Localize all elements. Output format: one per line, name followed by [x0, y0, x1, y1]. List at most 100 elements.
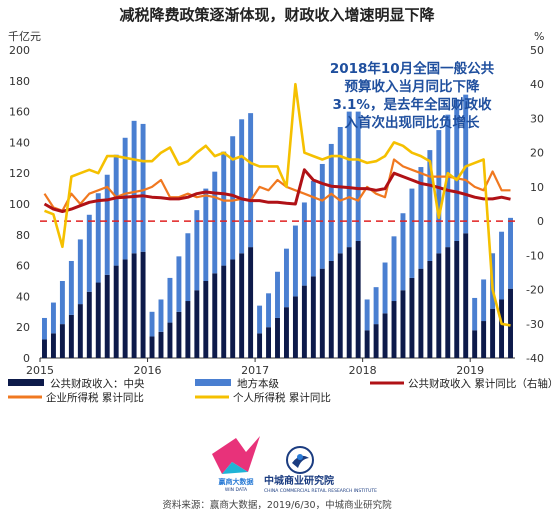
- left-axis-tick-label: 80: [16, 229, 30, 242]
- right-axis-tick-label: 40: [530, 78, 544, 91]
- left-axis-tick-label: 180: [9, 75, 30, 88]
- bar-central: [490, 308, 496, 358]
- bar-central: [221, 265, 227, 358]
- left-axis-tick-label: 20: [16, 321, 30, 334]
- bar-local: [436, 130, 442, 254]
- bar-local: [158, 299, 164, 332]
- bar-central: [310, 276, 316, 358]
- zc-logo-ring: [286, 446, 314, 474]
- winshang-logo-sub: WIN DATA: [225, 487, 248, 493]
- right-axis-tick-label: 10: [530, 181, 544, 194]
- bar-central: [266, 327, 272, 358]
- left-axis-tick-label: 60: [16, 260, 30, 273]
- bar-local: [346, 111, 352, 248]
- bar-local: [50, 302, 56, 334]
- bar-local: [508, 217, 513, 289]
- bar-central: [319, 268, 325, 358]
- winshang-logo-text: 赢商大数据: [219, 477, 254, 486]
- source-note: 资料来源：赢商大数据，2019/6/30，中城商业研究院: [162, 499, 392, 511]
- bar-local: [373, 287, 379, 325]
- right-axis-tick-label: -30: [526, 318, 544, 331]
- bar-local: [140, 123, 146, 252]
- bar-local: [391, 236, 397, 302]
- bar-local: [275, 271, 280, 318]
- legend-label-total-yoy: 公共财政收入 累计同比（右轴）: [408, 377, 554, 390]
- bar-local: [131, 120, 137, 254]
- bar-central: [86, 291, 92, 358]
- zc-logo-text: 中城商业研究院: [264, 474, 334, 487]
- bar-local: [149, 311, 155, 337]
- bar-central: [427, 260, 433, 358]
- right-axis-tick-label: 20: [530, 147, 544, 160]
- bar-central: [400, 290, 406, 358]
- bar-central: [391, 301, 397, 358]
- bar-central: [436, 253, 442, 358]
- annotation: 2018年10月全国一般公共 预算收入当月同比下降 3.1%，是去年全国财政收 …: [330, 60, 495, 131]
- right-axis-tick-label: -20: [526, 284, 544, 297]
- bar-local: [86, 214, 92, 292]
- left-axis-tick-label: 120: [9, 167, 30, 180]
- winshang-logo-mark-red: [212, 436, 260, 474]
- bar-central: [283, 307, 289, 358]
- bar-local: [77, 239, 83, 305]
- bar-central: [212, 273, 218, 358]
- bar-central: [113, 265, 119, 358]
- bar-local: [266, 293, 272, 328]
- legend-swatch-central: [8, 379, 44, 386]
- bar-local: [337, 127, 343, 254]
- bar-central: [50, 333, 56, 358]
- bar-central: [418, 268, 424, 358]
- bar-local: [445, 114, 451, 248]
- zc-logo-swirl: [292, 455, 309, 468]
- winshang-logo: 赢商大数据 WIN DATA: [212, 436, 260, 493]
- bar-central: [346, 247, 352, 358]
- bar-central: [149, 336, 155, 358]
- bar-central: [77, 304, 83, 358]
- bar-central: [185, 301, 191, 358]
- bar-local: [167, 277, 173, 323]
- bar-local: [301, 202, 307, 286]
- bar-local: [104, 174, 110, 275]
- bar-central: [382, 313, 388, 358]
- bar-central: [176, 311, 182, 358]
- bar-local: [499, 231, 505, 300]
- x-axis-tick-label: 2017: [241, 364, 269, 377]
- axes-group: 0 20 40 60 80 100 120 140 160 180 200 -40 -30 -20 -10 0…: [9, 44, 544, 377]
- right-axis-tick-label: -10: [526, 249, 544, 262]
- bar-central: [328, 260, 334, 358]
- bar-local: [310, 180, 316, 277]
- bar-local: [409, 188, 415, 278]
- legend-swatch-local: [195, 379, 231, 386]
- bar-local: [463, 94, 469, 234]
- bar-local: [382, 262, 388, 314]
- bar-local: [95, 193, 101, 283]
- x-axis-tick-label: 2015: [26, 364, 54, 377]
- bar-central: [409, 277, 415, 358]
- bar-local: [203, 188, 209, 281]
- bar-local: [319, 163, 325, 269]
- bar-local: [185, 233, 191, 302]
- x-axis-tick-label: 2016: [134, 364, 162, 377]
- bars-group: [42, 94, 513, 358]
- legend-label-local: 地方本级: [237, 377, 279, 390]
- zc-logo-dot: [297, 454, 303, 460]
- winshang-logo-mark-blue: [222, 462, 248, 474]
- left-axis-tick-label: 40: [16, 290, 30, 303]
- bar-local: [355, 111, 361, 241]
- lines-group: [43, 82, 511, 327]
- right-axis-tick-label: 30: [530, 112, 544, 125]
- x-axis-tick-label: 2018: [349, 364, 377, 377]
- bar-central: [104, 274, 110, 358]
- bar-local: [113, 154, 119, 266]
- bar-central: [275, 317, 280, 358]
- bar-local: [257, 305, 263, 334]
- bar-central: [355, 240, 361, 358]
- bar-central: [140, 251, 146, 358]
- bar-central: [445, 247, 451, 358]
- bar-central: [337, 253, 343, 358]
- legend-label-corp-tax: 企业所得税 累计同比: [46, 391, 144, 404]
- annotation-line-3: 3.1%，是去年全国财政收: [333, 96, 492, 113]
- bar-central: [364, 330, 370, 358]
- chart-title: 减税降费政策逐渐体现，财政收入增速明显下降: [119, 6, 435, 24]
- bar-local: [176, 256, 182, 312]
